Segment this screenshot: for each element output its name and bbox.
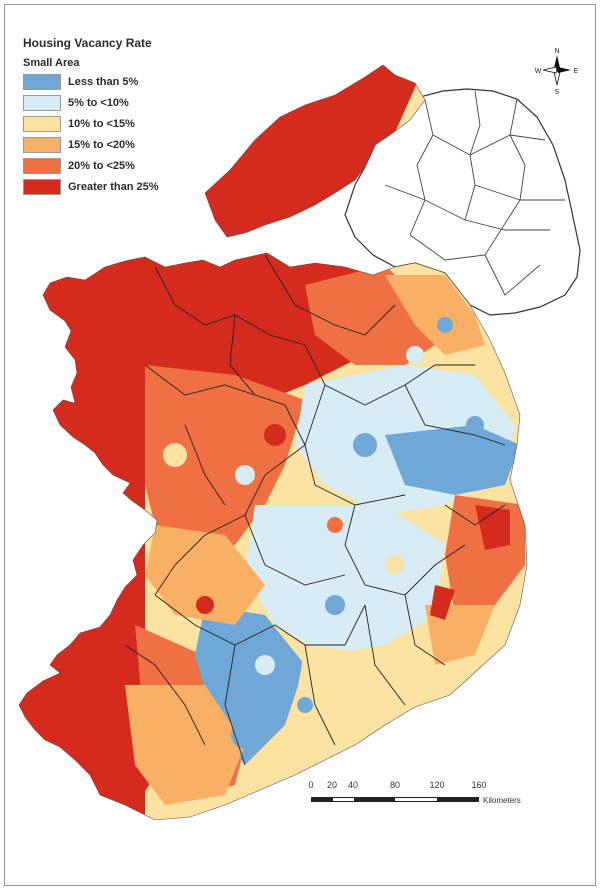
compass-s: S	[555, 89, 560, 95]
legend-label: Greater than 25%	[68, 181, 159, 193]
northern-ireland-districts	[384, 90, 565, 296]
scale-tick: 160	[471, 780, 487, 790]
map-frame: Housing Vacancy Rate Small Area Less tha…	[4, 4, 596, 886]
compass-e: E	[574, 68, 579, 75]
compass-n: N	[554, 48, 559, 55]
scale-bar-graphic	[311, 797, 479, 802]
scale-tick: 0	[308, 780, 314, 790]
legend-item-5-to-10: 5% to <10%	[23, 93, 158, 113]
scale-tick: 80	[389, 780, 401, 790]
republic-coastline	[18, 252, 528, 821]
donegal-coastline	[204, 64, 426, 238]
north-arrow-icon: N S W E	[535, 48, 579, 95]
legend-swatch	[23, 158, 61, 174]
scale-tick: 20	[326, 780, 338, 790]
legend-label: Less than 5%	[68, 76, 139, 88]
map-legend: Housing Vacancy Rate Small Area Less tha…	[23, 35, 158, 197]
legend-label: 15% to <20%	[68, 139, 135, 151]
county-boundaries	[124, 254, 506, 766]
legend-swatch	[23, 137, 61, 153]
legend-swatch	[23, 116, 61, 132]
legend-label: 10% to <15%	[68, 118, 135, 130]
legend-item-10-to-15: 10% to <15%	[23, 114, 158, 134]
legend-item-less-than-5: Less than 5%	[23, 72, 158, 92]
legend-title: Housing Vacancy Rate	[23, 36, 152, 50]
scale-tick: 40	[347, 780, 359, 790]
legend-swatch	[23, 95, 61, 111]
legend-swatch	[23, 74, 61, 90]
legend-item-greater-than-25: Greater than 25%	[23, 177, 158, 197]
scale-tick: 120	[429, 780, 445, 790]
compass-w: W	[535, 68, 542, 75]
legend-label: 5% to <10%	[68, 97, 129, 109]
northern-ireland-area	[344, 88, 581, 316]
legend-subtitle: Small Area	[23, 57, 80, 69]
legend-item-20-to-25: 20% to <25%	[23, 156, 158, 176]
scale-bar: 0 20 40 80 120 160 Kilometers	[305, 780, 535, 820]
legend-swatch	[23, 179, 61, 195]
legend-label: 20% to <25%	[68, 160, 135, 172]
legend-item-15-to-20: 15% to <20%	[23, 135, 158, 155]
scale-unit: Kilometers	[483, 796, 521, 805]
